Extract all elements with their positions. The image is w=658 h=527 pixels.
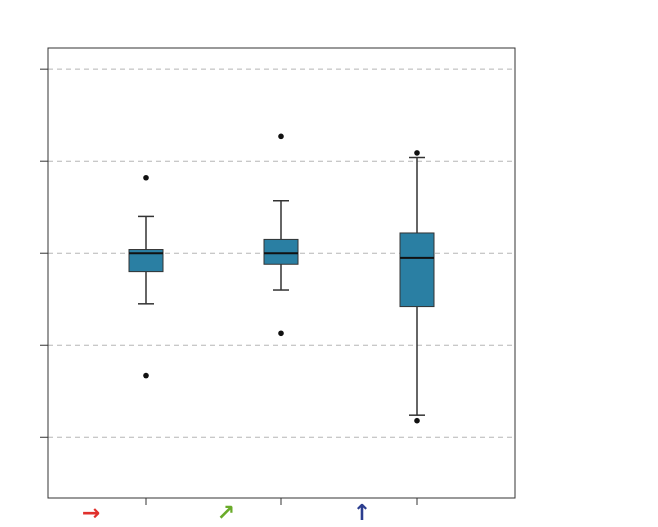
outlier	[414, 417, 420, 424]
x-tick-label: ↗	[217, 501, 235, 526]
outlier	[143, 174, 149, 181]
box	[263, 238, 299, 265]
box	[399, 232, 435, 308]
box	[128, 249, 164, 273]
x-tick-label: →	[82, 501, 100, 526]
outlier	[414, 150, 420, 156]
x-tick-label: ↑	[353, 501, 371, 526]
outlier	[278, 330, 284, 337]
outlier	[143, 372, 149, 379]
outlier	[278, 133, 284, 140]
